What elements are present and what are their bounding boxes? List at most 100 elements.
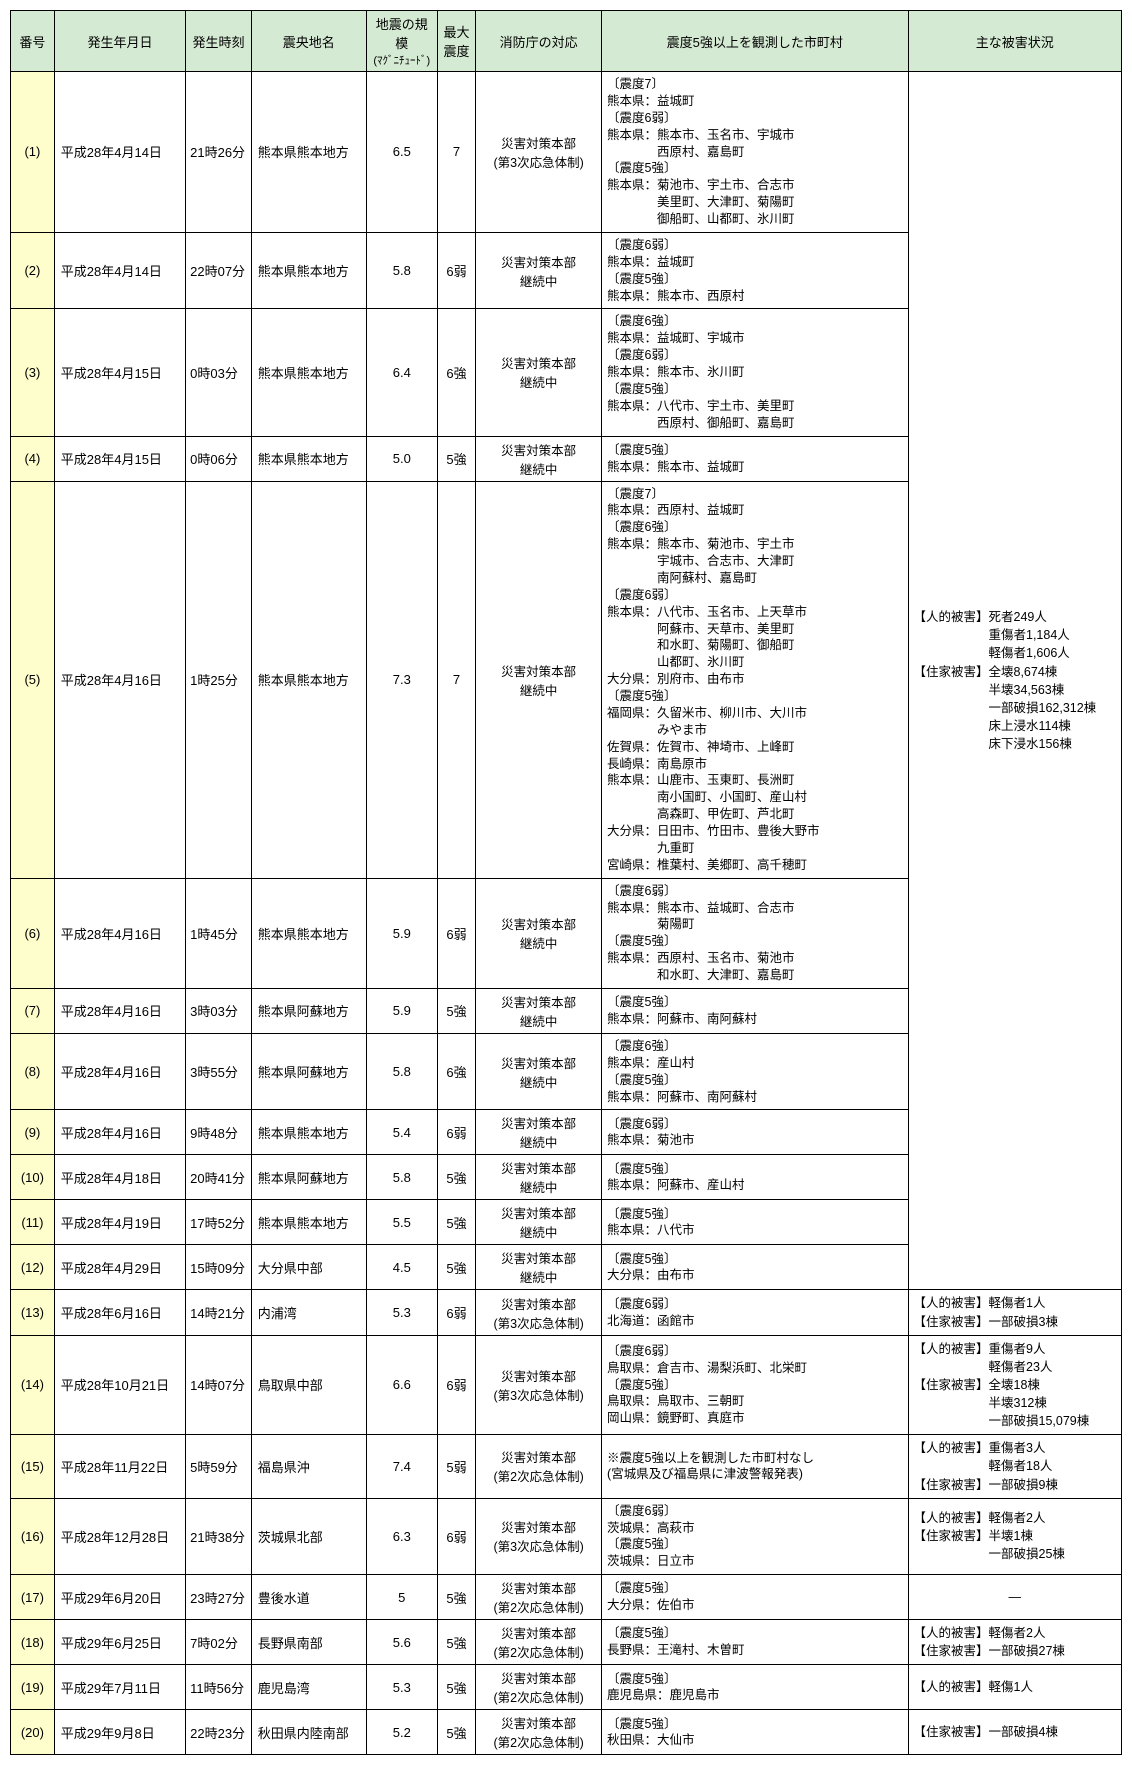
header-damage: 主な被害状況 [908,11,1122,72]
cell-number: (1) [11,72,55,233]
cell-magnitude: 5.8 [366,1033,437,1110]
cell-intensity: 5強 [437,1200,475,1245]
cell-epicenter: 茨城県北部 [251,1498,366,1575]
cell-response: 災害対策本部 (第2次応急体制) [476,1710,602,1755]
cell-intensity: 6強 [437,1033,475,1110]
cell-number: (18) [11,1620,55,1665]
table-row: (18)平成29年6月25日7時02分長野県南部5.65強災害対策本部 (第2次… [11,1620,1122,1665]
cell-damage: 【人的被害】重傷者9人 軽傷者23人 【住家被害】全壊18棟 半壊312棟 一部… [908,1335,1122,1435]
cell-intensity: 5強 [437,1245,475,1290]
cell-date: 平成28年4月29日 [54,1245,185,1290]
cell-observed: 〔震度5強〕 鹿児島県：鹿児島市 [602,1665,908,1710]
cell-date: 平成28年6月16日 [54,1290,185,1335]
cell-number: (17) [11,1575,55,1620]
cell-number: (13) [11,1290,55,1335]
cell-response: 災害対策本部 (第2次応急体制) [476,1665,602,1710]
earthquake-table: 番号 発生年月日 発生時刻 震央地名 地震の規模 (ﾏｸﾞﾆﾁｭｰﾄﾞ) 最大 … [10,10,1122,1755]
header-number: 番号 [11,11,55,72]
table-row: (14)平成28年10月21日14時07分鳥取県中部6.66弱災害対策本部 (第… [11,1335,1122,1435]
header-response: 消防庁の対応 [476,11,602,72]
header-date: 発生年月日 [54,11,185,72]
cell-number: (19) [11,1665,55,1710]
cell-epicenter: 熊本県熊本地方 [251,232,366,309]
cell-epicenter: 豊後水道 [251,1575,366,1620]
cell-epicenter: 熊本県熊本地方 [251,436,366,481]
cell-damage: 【人的被害】軽傷者1人 【住家被害】一部破損3棟 [908,1290,1122,1335]
cell-observed: ※震度5強以上を観測した市町村なし (宮城県及び福島県に津波警報発表) [602,1435,908,1498]
cell-observed: 〔震度7〕 熊本県：西原村、益城町 〔震度6強〕 熊本県：熊本市、菊池市、宇土市… [602,481,908,878]
cell-magnitude: 6.6 [366,1335,437,1435]
cell-magnitude: 5.8 [366,232,437,309]
cell-observed: 〔震度6強〕 熊本県：益城町、宇城市 〔震度6弱〕 熊本県：熊本市、氷川町 〔震… [602,309,908,436]
cell-time: 7時02分 [186,1620,252,1665]
cell-observed: 〔震度5強〕 熊本県：阿蘇市、南阿蘇村 [602,988,908,1033]
cell-number: (14) [11,1335,55,1435]
cell-date: 平成28年12月28日 [54,1498,185,1575]
cell-response: 災害対策本部 継続中 [476,1110,602,1155]
header-epicenter: 震央地名 [251,11,366,72]
cell-epicenter: 福島県沖 [251,1435,366,1498]
cell-observed: 〔震度6弱〕 熊本県：益城町 〔震度5強〕 熊本県：熊本市、西原村 [602,232,908,309]
cell-number: (5) [11,481,55,878]
cell-time: 0時06分 [186,436,252,481]
cell-observed: 〔震度5強〕 長野県：王滝村、木曽町 [602,1620,908,1665]
cell-number: (9) [11,1110,55,1155]
cell-response: 災害対策本部 (第2次応急体制) [476,1575,602,1620]
cell-intensity: 6弱 [437,232,475,309]
cell-response: 災害対策本部 継続中 [476,481,602,878]
cell-epicenter: 内浦湾 [251,1290,366,1335]
cell-number: (20) [11,1710,55,1755]
cell-response: 災害対策本部 (第3次応急体制) [476,1290,602,1335]
table-row: (17)平成29年6月20日23時27分豊後水道55強災害対策本部 (第2次応急… [11,1575,1122,1620]
header-time: 発生時刻 [186,11,252,72]
cell-epicenter: 鳥取県中部 [251,1335,366,1435]
cell-observed: 〔震度6弱〕 鳥取県：倉吉市、湯梨浜町、北栄町 〔震度5強〕 鳥取県：鳥取市、三… [602,1335,908,1435]
cell-response: 災害対策本部 継続中 [476,232,602,309]
cell-time: 11時56分 [186,1665,252,1710]
cell-number: (10) [11,1155,55,1200]
cell-observed: 〔震度5強〕 熊本県：熊本市、益城町 [602,436,908,481]
cell-time: 15時09分 [186,1245,252,1290]
cell-damage: 【住家被害】一部破損4棟 [908,1710,1122,1755]
cell-epicenter: 熊本県阿蘇地方 [251,1033,366,1110]
cell-time: 1時45分 [186,878,252,988]
cell-response: 災害対策本部 継続中 [476,309,602,436]
header-intensity-line1: 最大 [444,25,470,40]
cell-response: 災害対策本部 (第3次応急体制) [476,72,602,233]
cell-magnitude: 7.3 [366,481,437,878]
header-intensity: 最大 震度 [437,11,475,72]
cell-intensity: 6弱 [437,878,475,988]
cell-time: 3時03分 [186,988,252,1033]
cell-number: (6) [11,878,55,988]
table-row: (1)平成28年4月14日21時26分熊本県熊本地方6.57災害対策本部 (第3… [11,72,1122,233]
cell-damage: 【人的被害】軽傷1人 [908,1665,1122,1710]
cell-observed: 〔震度5強〕 熊本県：阿蘇市、産山村 [602,1155,908,1200]
cell-time: 5時59分 [186,1435,252,1498]
cell-time: 0時03分 [186,309,252,436]
cell-observed: 〔震度6強〕 熊本県：産山村 〔震度5強〕 熊本県：阿蘇市、南阿蘇村 [602,1033,908,1110]
cell-time: 21時26分 [186,72,252,233]
header-row: 番号 発生年月日 発生時刻 震央地名 地震の規模 (ﾏｸﾞﾆﾁｭｰﾄﾞ) 最大 … [11,11,1122,72]
cell-response: 災害対策本部 継続中 [476,1245,602,1290]
cell-date: 平成28年10月21日 [54,1335,185,1435]
cell-intensity: 5強 [437,988,475,1033]
cell-date: 平成28年4月14日 [54,232,185,309]
cell-number: (3) [11,309,55,436]
cell-observed: 〔震度6弱〕 茨城県：高萩市 〔震度5強〕 茨城県：日立市 [602,1498,908,1575]
table-row: (20)平成29年9月8日22時23分秋田県内陸南部5.25強災害対策本部 (第… [11,1710,1122,1755]
cell-date: 平成28年4月14日 [54,72,185,233]
cell-magnitude: 5.2 [366,1710,437,1755]
cell-date: 平成28年4月18日 [54,1155,185,1200]
cell-magnitude: 4.5 [366,1245,437,1290]
cell-epicenter: 熊本県熊本地方 [251,72,366,233]
cell-time: 22時23分 [186,1710,252,1755]
cell-epicenter: 鹿児島湾 [251,1665,366,1710]
cell-intensity: 6弱 [437,1498,475,1575]
cell-magnitude: 6.4 [366,309,437,436]
cell-magnitude: 5.3 [366,1290,437,1335]
cell-response: 災害対策本部 継続中 [476,878,602,988]
cell-magnitude: 5.8 [366,1155,437,1200]
cell-response: 災害対策本部 継続中 [476,1200,602,1245]
cell-time: 20時41分 [186,1155,252,1200]
cell-observed: 〔震度5強〕 大分県：佐伯市 [602,1575,908,1620]
